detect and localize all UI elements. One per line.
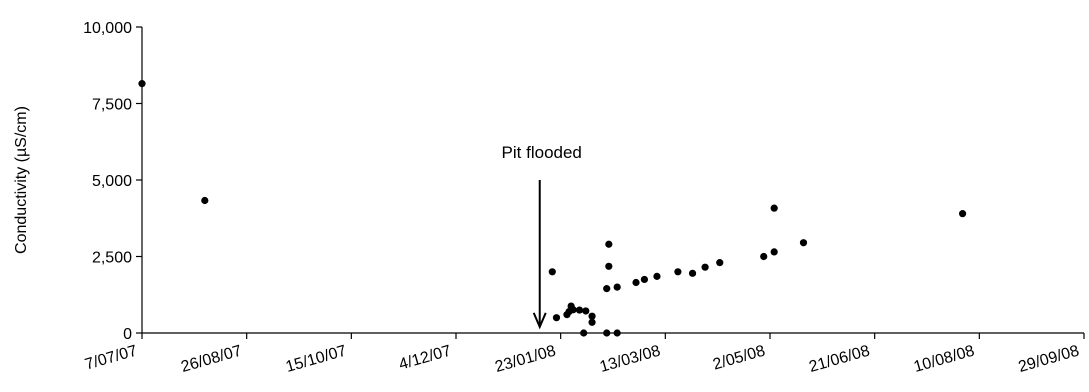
data-point [552,314,561,322]
x-tick-label: 10/08/08 [912,342,977,376]
x-tick-label: 26/08/07 [179,342,244,376]
y-axis-title: Conductivity (µS/cm) [13,106,30,254]
y-tick-label: 7,500 [92,97,132,114]
x-tick-label: 29/09/08 [1017,342,1082,376]
x-tick-label: 4/12/07 [397,342,453,373]
x-tick-label: 2/05/08 [711,342,767,373]
data-point [674,268,682,276]
data-point [582,307,590,315]
data-point [613,283,621,291]
y-tick-label: 0 [123,326,132,343]
data-point [575,306,584,314]
data-point [588,312,596,320]
data-point [613,329,621,337]
data-point [569,306,577,314]
data-point [770,204,778,212]
x-tick-label: 15/10/07 [284,342,349,376]
data-point [760,252,768,261]
y-tick-label: 2,500 [92,250,132,267]
data-point [799,239,808,247]
data-point [688,269,697,277]
data-point [580,329,588,337]
x-tick-label: 13/03/08 [598,342,663,376]
data-point [632,278,640,287]
data-point [605,262,613,270]
data-point [958,210,967,218]
y-tick-label: 10,000 [83,20,132,37]
data-point [701,263,709,271]
data-point [605,240,613,248]
data-point [603,285,611,293]
x-tick-label: 7/07/07 [83,342,139,373]
data-point [716,259,724,267]
data-point [653,272,661,280]
pit-flooded-annotation: Pit flooded [502,143,582,162]
data-point [201,196,209,205]
data-point [603,329,611,337]
data-point [548,268,556,276]
y-tick-label: 5,000 [92,173,132,190]
pit-flooded-arrow-head [532,312,547,330]
data-point [138,80,146,88]
data-point [770,248,778,256]
data-point [588,318,596,326]
data-point [640,275,649,284]
x-tick-label: 23/01/08 [493,342,558,376]
x-tick-label: 21/06/08 [807,342,872,376]
